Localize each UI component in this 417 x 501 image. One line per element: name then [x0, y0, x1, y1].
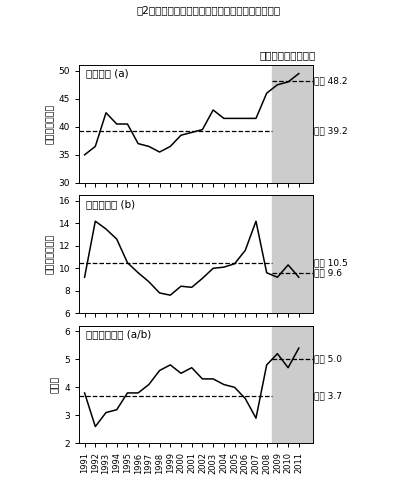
Y-axis label: （伸び率、％）: （伸び率、％） — [45, 234, 55, 275]
Text: 平均 3.7: 平均 3.7 — [314, 391, 342, 400]
Text: 図2　投資比率・経済成長率・限界資本係数の推移: 図2 投資比率・経済成長率・限界資本係数の推移 — [136, 5, 281, 15]
Text: 限界資本係数 (a/b): 限界資本係数 (a/b) — [86, 329, 151, 339]
Text: 経済成長率 (b): 経済成長率 (b) — [86, 199, 136, 209]
Text: 平均 39.2: 平均 39.2 — [314, 127, 348, 136]
Y-axis label: （倍）: （倍） — [51, 376, 60, 393]
Text: 平均 48.2: 平均 48.2 — [314, 76, 348, 85]
Text: リーマン・ショック: リーマン・ショック — [260, 51, 316, 61]
Text: 平均 10.5: 平均 10.5 — [314, 258, 348, 267]
Text: 投資比率 (a): 投資比率 (a) — [86, 69, 129, 79]
Y-axis label: （シェア、％）: （シェア、％） — [45, 104, 55, 144]
Text: 平均 5.0: 平均 5.0 — [314, 355, 342, 364]
Bar — [272, 326, 315, 443]
Bar — [272, 195, 315, 313]
Bar — [272, 65, 315, 183]
Text: 平均 9.6: 平均 9.6 — [314, 268, 342, 277]
